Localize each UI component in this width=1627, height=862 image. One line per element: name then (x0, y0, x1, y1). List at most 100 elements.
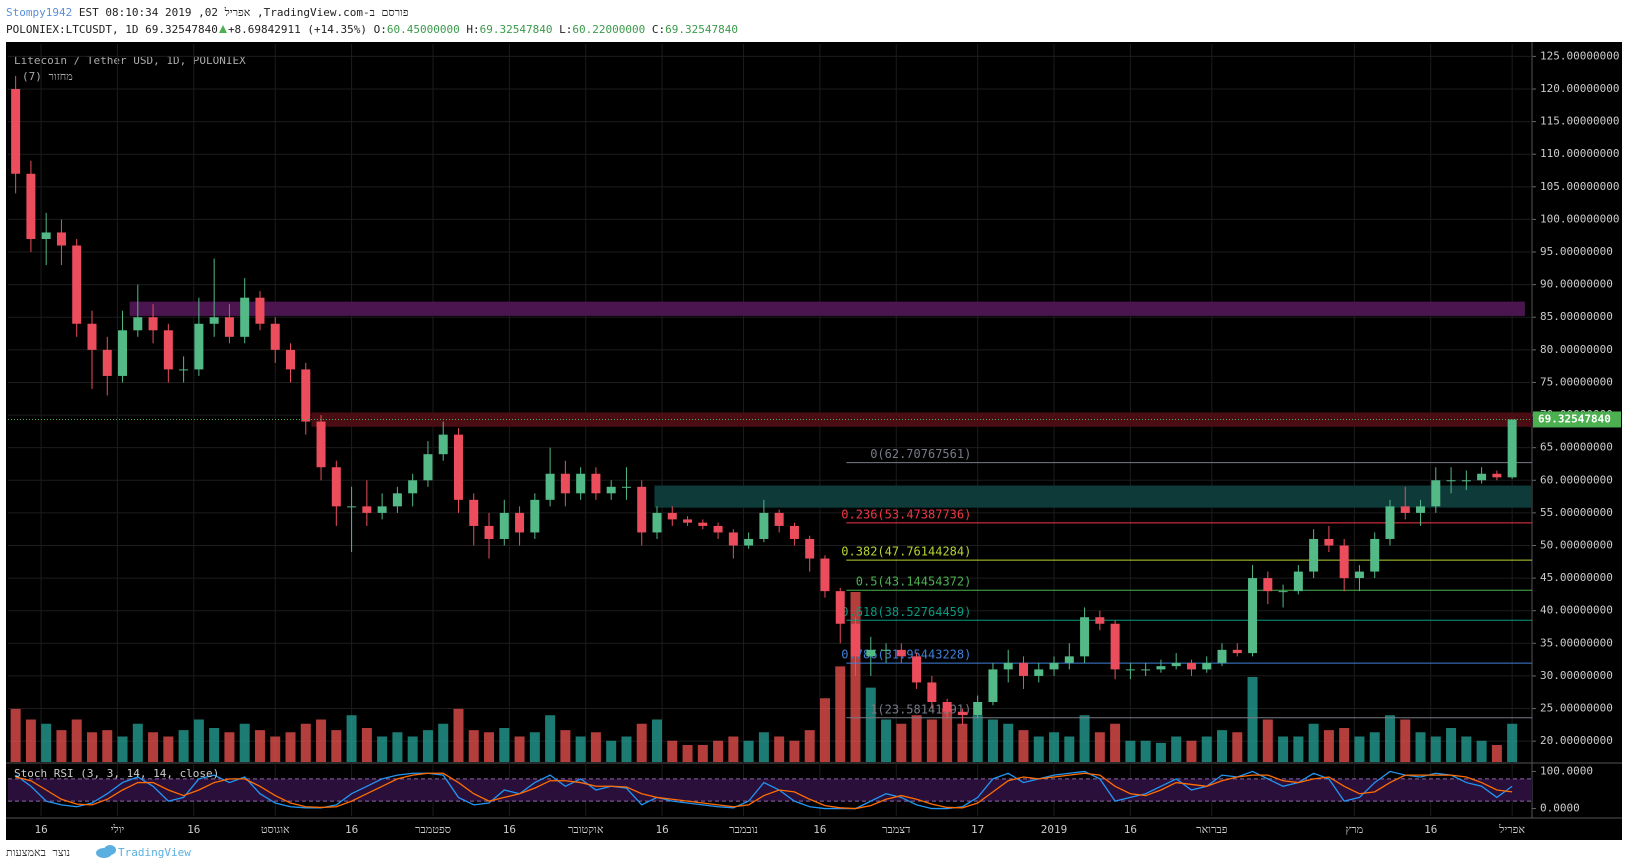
volume-bar (1323, 730, 1334, 762)
volume-bar (239, 723, 250, 762)
volume-bar (1018, 730, 1029, 762)
volume-bar (1232, 732, 1243, 762)
volume-bar (1507, 723, 1518, 762)
candle-body (102, 349, 112, 376)
volume-bar (575, 736, 586, 762)
volume-bar (1003, 723, 1014, 762)
candle-body (805, 538, 815, 559)
candle-body (453, 434, 463, 500)
candle-body (1171, 662, 1181, 667)
x-tick-label: דצמבר (882, 823, 910, 836)
footer-brand[interactable]: TradingView (118, 846, 191, 859)
volume-bar (25, 719, 36, 762)
plot: 0(62.70767561) 0.236(53.47387736) 0.382(47… (8, 44, 1532, 816)
candle-body (1125, 669, 1135, 671)
volume-bar (316, 719, 327, 762)
candle-body (820, 558, 830, 592)
volume-bar (758, 732, 769, 762)
last-price-box (1533, 411, 1621, 428)
x-tick-label: 16 (187, 823, 200, 836)
fib-label: 0.5(43.14454372) (856, 575, 972, 589)
volume-bar (56, 730, 67, 762)
x-tick-label: 16 (813, 823, 826, 836)
volume-bar (361, 728, 372, 762)
candle-body (835, 591, 845, 624)
author[interactable]: Stompy1942 (6, 6, 73, 19)
candle-body (87, 323, 97, 350)
volume-bar (41, 723, 52, 762)
candle-body (1080, 617, 1090, 657)
fib-label: 0.236(53.47387736) (841, 507, 971, 521)
fib-label: 0.786(31.95443228) (841, 648, 971, 662)
h-label: H: (466, 23, 480, 36)
candle-body (789, 525, 799, 539)
volume-bar (881, 719, 892, 762)
volume-bar (499, 728, 510, 762)
candle-body (194, 323, 204, 370)
volume-bar (1201, 736, 1212, 762)
volume-bar (514, 736, 525, 762)
y-tick-label: 100.00000000 (1540, 212, 1619, 225)
candle-body (545, 473, 555, 500)
l-label: L: (559, 23, 573, 36)
volume-bar (590, 732, 601, 762)
volume-bar (819, 698, 830, 762)
candle-body (1370, 538, 1380, 572)
footer-logo (96, 845, 116, 858)
volume-bar (1430, 736, 1441, 762)
volume-bar (1217, 730, 1228, 762)
y-tick-label: 25.00000000 (1540, 702, 1613, 715)
volume-bar (102, 730, 113, 762)
stoch-d-line (15, 772, 1513, 810)
volume-bar (1384, 715, 1395, 762)
candle-body (576, 473, 586, 494)
volume-bar (1369, 732, 1380, 762)
stoch-band (8, 778, 1532, 802)
y-tick-label: 95.00000000 (1540, 245, 1613, 258)
candle-body (1202, 662, 1212, 670)
candle-body (1446, 480, 1456, 482)
volume-bar (850, 592, 861, 762)
x-tick-label: 16 (655, 823, 668, 836)
volume-bar (86, 732, 97, 762)
y-tick-label: 65.00000000 (1540, 441, 1613, 454)
volume-bar (1079, 715, 1090, 762)
candle-body (423, 454, 433, 481)
chart-background (6, 42, 1622, 840)
volume-bar (1461, 736, 1472, 762)
candle-body (866, 649, 876, 657)
volume-bar (163, 736, 174, 762)
volume-bar (1140, 740, 1151, 762)
volume-bar (1400, 719, 1411, 762)
x-tick-label: פברואר (1196, 823, 1228, 836)
candle-body (1293, 571, 1303, 592)
x-tick-label: ספטמבר (415, 823, 451, 836)
volume-bar (468, 730, 479, 762)
volume-bar (651, 719, 662, 762)
o-label: O: (373, 23, 387, 36)
volume-bar (942, 708, 953, 762)
publish-line: Stompy1942 פורסם ב-TradingView.com, אפרי… (6, 6, 409, 19)
volume-bar (1354, 736, 1365, 762)
volume-bar (621, 736, 632, 762)
volume-bar (1064, 736, 1075, 762)
stoch-k-line (15, 770, 1513, 810)
volume-bar (957, 723, 968, 762)
x-tick-label: 16 (1124, 823, 1137, 836)
candle-body (851, 623, 861, 657)
candle-body (1110, 623, 1120, 670)
candle-body (331, 467, 341, 507)
candle-body (148, 317, 158, 331)
volume-bar (713, 740, 724, 762)
volume-bar (560, 730, 571, 762)
fib-label: 0(62.70767561) (870, 447, 971, 461)
candle-body (209, 317, 219, 324)
candle-body (912, 656, 922, 683)
up-arrow (218, 25, 227, 33)
x-tick-label: אוקטובר (568, 823, 604, 836)
x-tick-label: אוגוסט (261, 823, 290, 836)
candle-body (438, 434, 448, 455)
volume-bar (896, 723, 907, 762)
volume-bar (193, 719, 204, 762)
